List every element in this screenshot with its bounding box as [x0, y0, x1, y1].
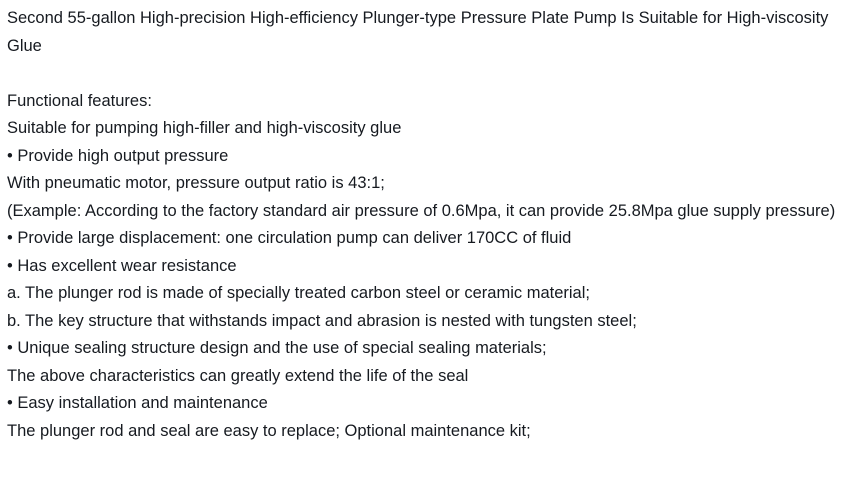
features-list: Suitable for pumping high-filler and hig… [7, 115, 854, 445]
description-line: (Example: According to the factory stand… [7, 201, 836, 220]
features-heading: Functional features: [7, 91, 152, 110]
description-line: a. The plunger rod is made of specially … [7, 284, 590, 302]
description-line: Suitable for pumping high-filler and hig… [7, 119, 402, 137]
description-line: The plunger rod and seal are easy to rep… [7, 421, 531, 440]
description-line: • Provide large displacement: one circul… [7, 229, 572, 247]
description-line: With pneumatic motor, pressure output ra… [7, 174, 385, 192]
product-title: Second 55-gallon High-precision High-eff… [7, 9, 829, 55]
description-line: • Has excellent wear resistance [7, 256, 237, 275]
description-line: b. The key structure that withstands imp… [7, 311, 637, 330]
description-line: • Provide high output pressure [7, 146, 229, 165]
description-line: The above characteristics can greatly ex… [7, 366, 469, 385]
description-line: • Unique sealing structure design and th… [7, 339, 547, 357]
description-line: • Easy installation and maintenance [7, 394, 268, 412]
functional-features-section: Functional features: Suitable for pumpin… [7, 88, 854, 446]
